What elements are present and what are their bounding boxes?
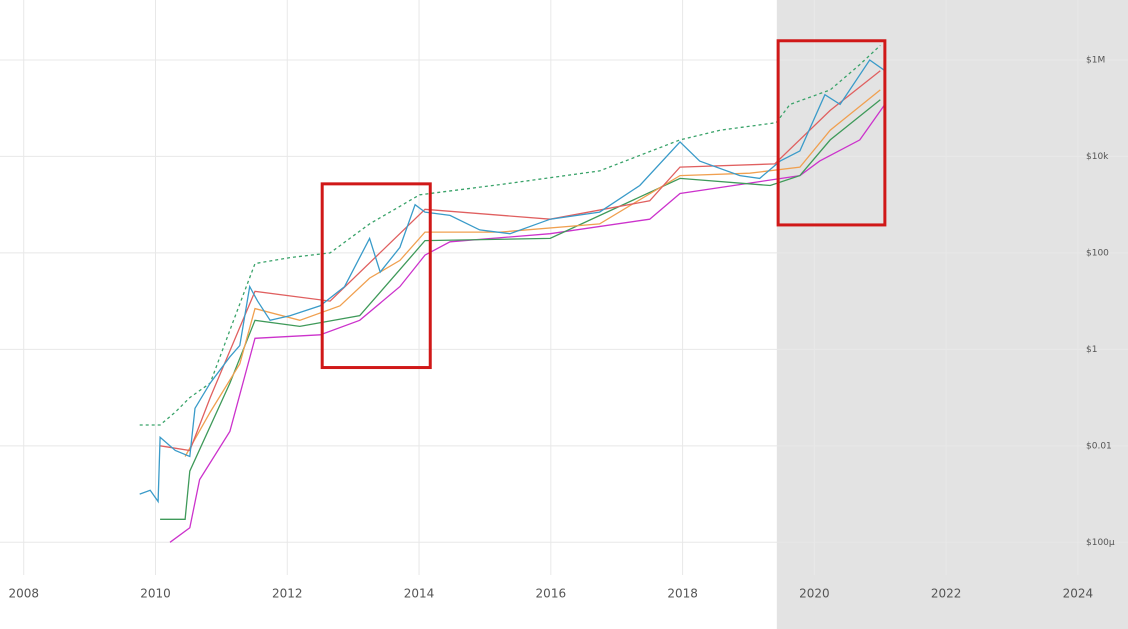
y-tick-label: $1M bbox=[1086, 55, 1105, 65]
x-tick-label: 2022 bbox=[931, 587, 962, 601]
series-line bbox=[159, 70, 881, 452]
y-tick-label: $10k bbox=[1086, 152, 1109, 162]
series-line bbox=[184, 89, 881, 457]
y-tick-label: $1 bbox=[1086, 345, 1097, 355]
x-tick-label: 2024 bbox=[1063, 587, 1094, 601]
highlight-box bbox=[320, 182, 432, 370]
x-tick-label: 2010 bbox=[140, 587, 171, 601]
x-tick-label: 2018 bbox=[667, 587, 698, 601]
y-tick-label: $0.01 bbox=[1086, 441, 1112, 451]
shaded-region bbox=[776, 0, 1128, 629]
highlight-box bbox=[776, 39, 887, 227]
x-tick-label: 2012 bbox=[272, 587, 303, 601]
series-line bbox=[139, 44, 881, 426]
x-tick-label: 2008 bbox=[8, 587, 39, 601]
x-tick-label: 2014 bbox=[404, 587, 435, 601]
y-tick-label: $100µ bbox=[1086, 538, 1115, 548]
x-tick-label: 2020 bbox=[799, 587, 830, 601]
series-line bbox=[169, 104, 886, 543]
series-line bbox=[139, 59, 886, 504]
y-tick-label: $100 bbox=[1086, 248, 1109, 258]
series-line bbox=[160, 99, 881, 520]
x-tick-label: 2016 bbox=[536, 587, 567, 601]
